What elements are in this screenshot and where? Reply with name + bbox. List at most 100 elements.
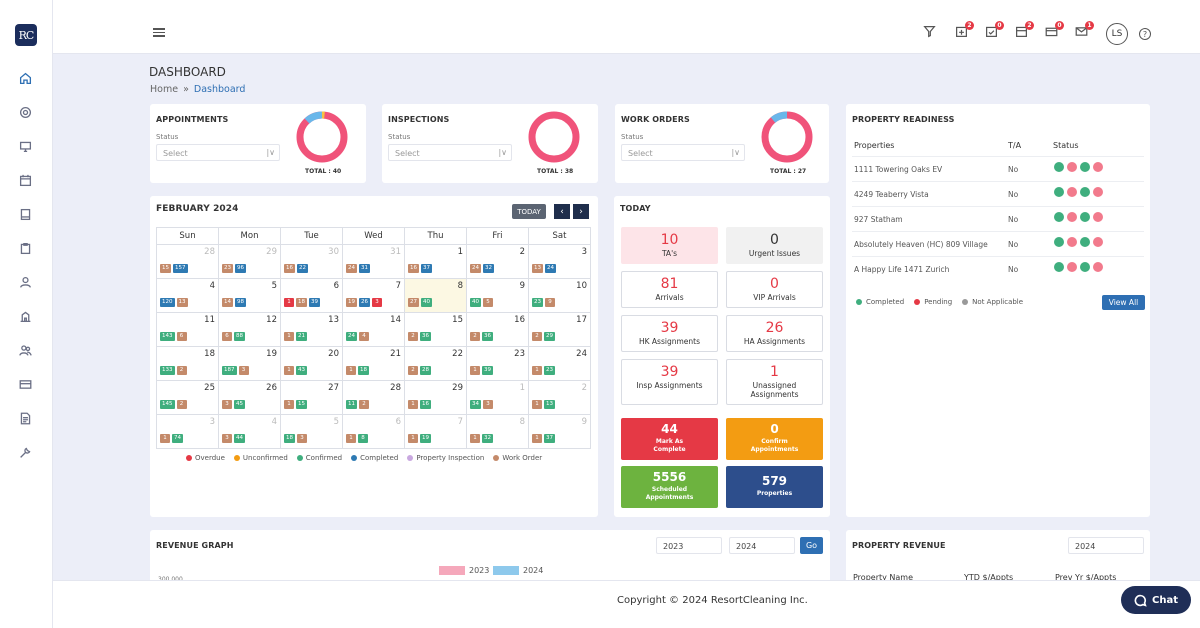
event-count-chip[interactable]: 1 xyxy=(346,366,356,375)
event-count-chip[interactable]: 1 xyxy=(284,298,294,307)
event-count-chip[interactable]: 24 xyxy=(545,264,556,273)
event-count-chip[interactable]: 5 xyxy=(483,298,493,307)
calendar-day[interactable]: 4 3 44 xyxy=(218,414,281,449)
event-count-chip[interactable]: 29 xyxy=(544,332,555,341)
calendar-day[interactable]: 18 133 2 xyxy=(156,346,219,381)
event-count-chip[interactable]: 23 xyxy=(544,366,555,375)
clipboard-icon[interactable] xyxy=(16,239,34,257)
menu-toggle-icon[interactable] xyxy=(153,28,165,37)
calendar-day[interactable]: 9 1 37 xyxy=(528,414,591,449)
event-count-chip[interactable]: 24 xyxy=(470,264,481,273)
cleaning-status-icon[interactable] xyxy=(1054,187,1064,197)
cleaning-status-icon[interactable] xyxy=(1054,262,1064,272)
year-to-input[interactable]: 2024 xyxy=(729,537,795,554)
event-count-chip[interactable]: 26 xyxy=(359,298,370,307)
event-count-chip[interactable]: 145 xyxy=(160,400,175,409)
calendar-day[interactable]: 9 40 5 xyxy=(466,278,529,313)
event-count-chip[interactable]: 1 xyxy=(532,366,542,375)
work-order-status-icon[interactable] xyxy=(1093,212,1103,222)
event-count-chip[interactable]: 1 xyxy=(160,434,170,443)
event-count-chip[interactable]: 16 xyxy=(284,264,295,273)
event-count-chip[interactable]: 23 xyxy=(222,264,233,273)
cleaning-status-icon[interactable] xyxy=(1054,212,1064,222)
event-count-chip[interactable]: 34 xyxy=(470,400,481,409)
property-name[interactable]: 1111 Towering Oaks EV xyxy=(854,165,943,174)
calendar-day[interactable]: 13 1 21 xyxy=(280,312,343,347)
work-order-status-icon[interactable] xyxy=(1093,187,1103,197)
support-icon[interactable] xyxy=(16,103,34,121)
work-order-status-icon[interactable] xyxy=(1093,237,1103,247)
vip-arrivals-tile[interactable]: 0 VIP Arrivals xyxy=(726,271,823,308)
user-icon[interactable] xyxy=(16,273,34,291)
document-icon[interactable] xyxy=(16,409,34,427)
event-count-chip[interactable]: 3 xyxy=(372,298,382,307)
event-count-chip[interactable]: 39 xyxy=(309,298,320,307)
calendar-day[interactable]: 29 23 96 xyxy=(218,244,281,279)
calendar-day[interactable]: 1 16 37 xyxy=(404,244,467,279)
property-name[interactable]: 4249 Teaberry Vista xyxy=(854,190,929,199)
calendar-day[interactable]: 29 1 16 xyxy=(404,380,467,415)
monitor-icon[interactable] xyxy=(16,137,34,155)
work-order-status-icon[interactable] xyxy=(1093,262,1103,272)
event-count-chip[interactable]: 6 xyxy=(222,332,232,341)
insp-assignments-tile[interactable]: 39 Insp Assignments xyxy=(621,359,718,405)
wrench-icon[interactable] xyxy=(16,443,34,461)
event-count-chip[interactable]: 40 xyxy=(421,298,432,307)
users-icon[interactable] xyxy=(16,341,34,359)
event-count-chip[interactable]: 4 xyxy=(359,332,369,341)
event-count-chip[interactable]: 43 xyxy=(296,366,307,375)
event-count-chip[interactable]: 15 xyxy=(160,264,171,273)
maintenance-status-icon[interactable] xyxy=(1080,262,1090,272)
view-all-button[interactable]: View All xyxy=(1102,295,1145,310)
calendar-day[interactable]: 17 2 29 xyxy=(528,312,591,347)
inspection-status-icon[interactable] xyxy=(1067,262,1077,272)
event-count-chip[interactable]: 2 xyxy=(408,366,418,375)
event-count-chip[interactable]: 1 xyxy=(532,434,542,443)
calendar-day[interactable]: 14 24 4 xyxy=(342,312,405,347)
cleaning-status-icon[interactable] xyxy=(1054,237,1064,247)
event-count-chip[interactable]: 6 xyxy=(176,332,187,341)
mail-icon[interactable]: 1 xyxy=(1075,21,1094,39)
calendar-day[interactable]: 16 2 36 xyxy=(466,312,529,347)
event-count-chip[interactable]: 22 xyxy=(297,264,308,273)
event-count-chip[interactable]: 19 xyxy=(346,298,357,307)
chat-button[interactable]: Chat xyxy=(1121,586,1191,614)
hk-assignments-tile[interactable]: 39 HK Assignments xyxy=(621,315,718,352)
calendar-day[interactable]: 22 2 28 xyxy=(404,346,467,381)
maintenance-status-icon[interactable] xyxy=(1080,212,1090,222)
event-count-chip[interactable]: 1 xyxy=(408,434,418,443)
calendar-day[interactable]: 8 1 32 xyxy=(466,414,529,449)
event-count-chip[interactable]: 2 xyxy=(176,366,187,375)
event-count-chip[interactable]: 18 xyxy=(296,298,307,307)
calendar-day[interactable]: 6 1 18 39 xyxy=(280,278,343,313)
event-count-chip[interactable]: 1 xyxy=(532,400,542,409)
calendar-day[interactable]: 28 11 2 xyxy=(342,380,405,415)
event-count-chip[interactable]: 2 xyxy=(470,332,480,341)
event-count-chip[interactable]: 16 xyxy=(420,400,431,409)
calendar-day[interactable]: 7 1 19 xyxy=(404,414,467,449)
revenue-year-input[interactable]: 2024 xyxy=(1068,537,1144,554)
logo[interactable]: RC xyxy=(15,24,37,46)
event-count-chip[interactable]: 8 xyxy=(358,434,368,443)
add-appointment-icon[interactable]: 2 xyxy=(955,21,974,39)
event-count-chip[interactable]: 37 xyxy=(544,434,555,443)
today-button[interactable]: TODAY xyxy=(512,204,546,219)
inspection-status-icon[interactable] xyxy=(1067,237,1077,247)
event-count-chip[interactable]: 3 xyxy=(222,434,232,443)
calendar-day[interactable]: 3 13 24 xyxy=(528,244,591,279)
calendar-day[interactable]: 2 1 13 xyxy=(528,380,591,415)
confirm-appointments-tile[interactable]: 0 Confirm Appointments xyxy=(726,418,823,460)
urgent-issues-tile[interactable]: 0 Urgent Issues xyxy=(726,227,823,264)
event-count-chip[interactable]: 3 xyxy=(297,434,307,443)
mark-complete-tile[interactable]: 44 Mark As Complete xyxy=(621,418,718,460)
calendar-day[interactable]: 24 1 23 xyxy=(528,346,591,381)
inspection-status-icon[interactable] xyxy=(1067,187,1077,197)
building-icon[interactable] xyxy=(16,307,34,325)
event-count-chip[interactable]: 40 xyxy=(470,298,481,307)
event-count-chip[interactable]: 133 xyxy=(160,366,175,375)
event-count-chip[interactable]: 3 xyxy=(483,400,493,409)
calendar-day[interactable]: 28 15 157 xyxy=(156,244,219,279)
help-icon[interactable]: ? xyxy=(1139,28,1151,40)
event-count-chip[interactable]: 3 xyxy=(238,366,249,375)
